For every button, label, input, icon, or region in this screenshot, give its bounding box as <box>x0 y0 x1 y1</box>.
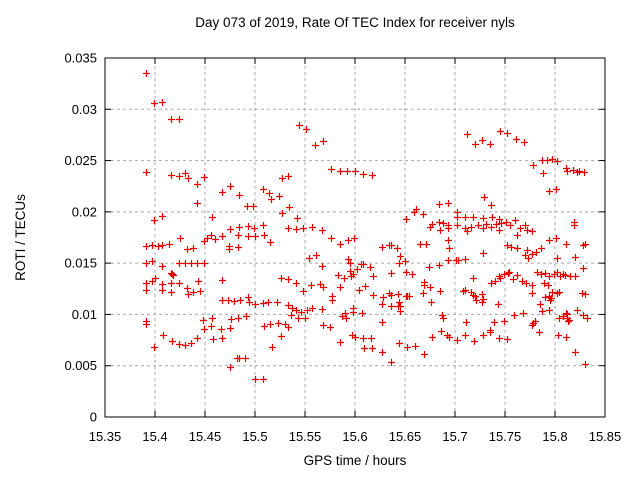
x-axis-label: GPS time / hours <box>304 453 407 468</box>
x-tick-label: 15.85 <box>589 429 622 444</box>
x-tick-label: 15.8 <box>542 429 567 444</box>
x-tick-label: 15.65 <box>389 429 422 444</box>
x-tick-label: 15.7 <box>442 429 467 444</box>
y-tick-label: 0 <box>90 410 97 425</box>
x-tick-labels: 15.35 15.4 15.45 15.5 15.55 15.6 15.65 15.7 15.7… <box>89 429 622 444</box>
data-points <box>143 70 591 383</box>
x-tick-label: 15.55 <box>289 429 322 444</box>
y-tick-label: 0.025 <box>64 153 97 168</box>
y-tick-label: 0.01 <box>72 307 97 322</box>
chart-title: Day 073 of 2019, Rate Of TEC Index for r… <box>195 15 515 30</box>
scatter-series-ROTI <box>143 70 591 383</box>
y-tick-label: 0.02 <box>72 204 97 219</box>
x-tick-label: 15.45 <box>189 429 222 444</box>
x-tick-label: 15.6 <box>342 429 367 444</box>
y-tick-label: 0.005 <box>64 358 97 373</box>
y-tick-label: 0.03 <box>72 102 97 117</box>
y-tick-label: 0.015 <box>64 256 97 271</box>
x-tick-label: 15.35 <box>89 429 122 444</box>
y-axis-label: ROTI / TECUs <box>13 194 28 281</box>
y-tick-label: 0.035 <box>64 51 97 66</box>
x-tick-label: 15.75 <box>489 429 522 444</box>
y-tick-labels: 0 0.005 0.01 0.015 0.02 0.025 0.03 0.035 <box>64 51 97 425</box>
axis-ticks <box>104 57 606 418</box>
x-tick-label: 15.4 <box>142 429 167 444</box>
x-tick-label: 15.5 <box>242 429 267 444</box>
gridlines <box>105 58 605 417</box>
